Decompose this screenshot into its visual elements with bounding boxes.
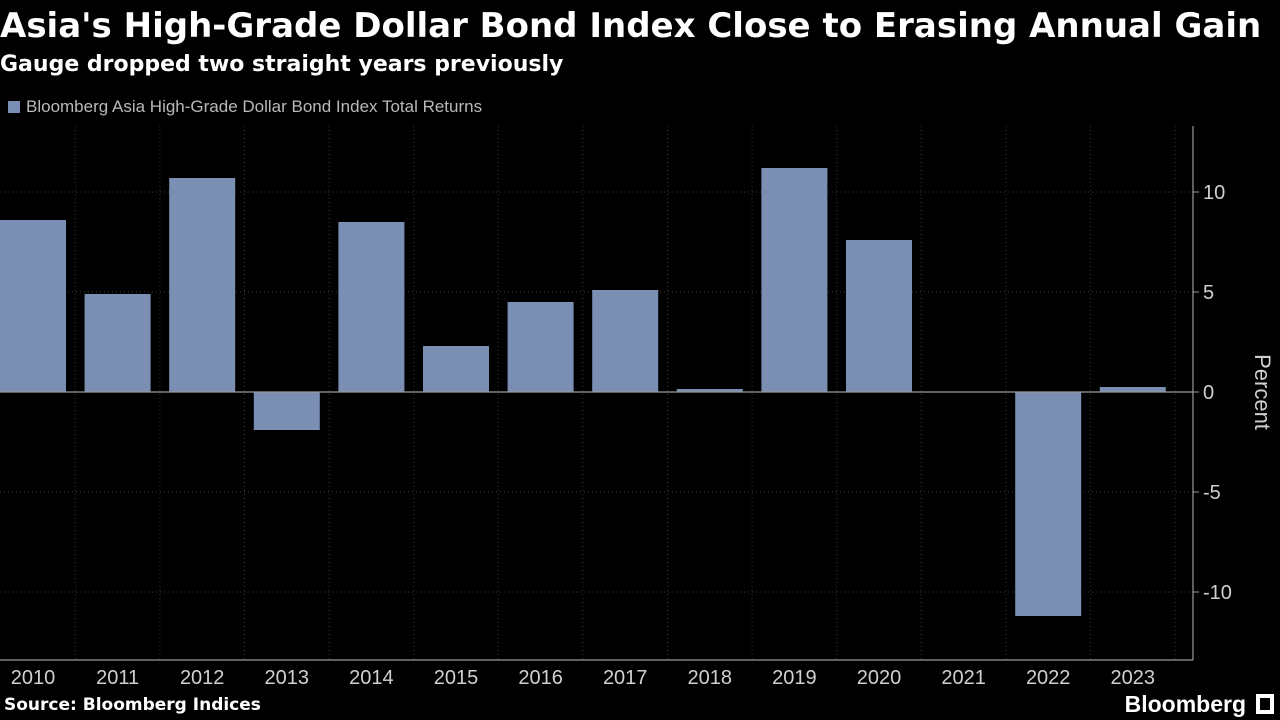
y-tick-label: -10 (1203, 582, 1232, 604)
y-tick-label: 5 (1203, 282, 1214, 304)
x-tick-label: 2014 (349, 667, 394, 689)
x-tick-label: 2012 (180, 667, 225, 689)
x-tick-label: 2013 (265, 667, 310, 689)
bar-2012 (169, 178, 236, 392)
x-tick-label: 2023 (1111, 667, 1156, 689)
x-tick-label: 2015 (434, 667, 479, 689)
legend: Bloomberg Asia High-Grade Dollar Bond In… (8, 96, 482, 118)
legend-label: Bloomberg Asia High-Grade Dollar Bond In… (26, 97, 483, 116)
bar-2023 (1099, 387, 1166, 392)
y-tick-label: 0 (1203, 382, 1214, 404)
chart-title: Asia's High-Grade Dollar Bond Index Clos… (0, 6, 1262, 46)
bar-2019 (761, 168, 828, 392)
brand-wordmark: Bloomberg (1124, 691, 1246, 717)
source-note: Source: Bloomberg Indices (4, 695, 261, 715)
y-tick-label: -5 (1203, 482, 1221, 504)
x-tick-label: 2019 (772, 667, 817, 689)
x-tick-label: 2016 (518, 667, 563, 689)
bar-2013 (253, 392, 320, 430)
bar-2010 (0, 220, 66, 392)
y-tick-label: 10 (1203, 182, 1225, 204)
x-tick-label: 2018 (688, 667, 733, 689)
chart-subtitle: Gauge dropped two straight years previou… (0, 52, 564, 77)
bar-2014 (338, 222, 405, 392)
x-tick-label: 2020 (857, 667, 902, 689)
y-axis-title: Percent (1250, 354, 1275, 430)
bar-2017 (592, 290, 659, 392)
bar-2018 (676, 389, 743, 392)
bar-2022 (1015, 392, 1082, 616)
bloomberg-logo-icon (1256, 694, 1274, 714)
bar-2015 (423, 346, 489, 392)
legend-swatch (8, 101, 20, 113)
x-tick-label: 2011 (96, 667, 139, 689)
bar-2011 (84, 294, 151, 392)
x-tick-label: 2021 (941, 667, 986, 689)
x-tick-label: 2022 (1026, 667, 1071, 689)
bar-2016 (507, 302, 574, 392)
x-tick-label: 2017 (603, 667, 648, 689)
x-tick-label: 2010 (11, 667, 56, 689)
bar-2020 (846, 240, 912, 392)
